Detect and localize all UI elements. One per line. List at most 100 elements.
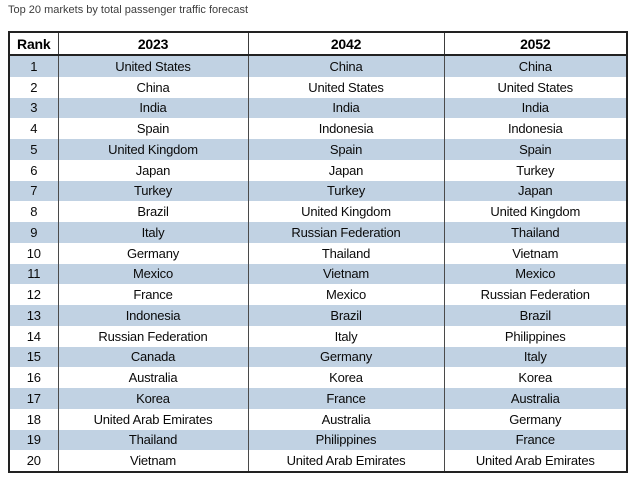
rank-cell: 14 [8, 325, 59, 347]
market-cell: Japan [247, 159, 445, 181]
market-cell: United Kingdom [443, 201, 628, 222]
market-cell: United Arab Emirates [247, 450, 445, 472]
market-cell: Indonesia [247, 118, 445, 139]
market-cell: India [247, 97, 445, 119]
rank-cell: 20 [8, 450, 59, 472]
market-cell: China [443, 55, 628, 77]
column-header-2042: 2042 [247, 32, 445, 55]
table-row: 16 Australia Korea Korea [8, 367, 628, 388]
rank-cell: 17 [8, 388, 59, 409]
market-cell: Philippines [443, 325, 628, 347]
table-row: 11 Mexico Vietnam Mexico [8, 263, 628, 285]
table-row: 18 United Arab Emirates Australia Germany [8, 408, 628, 430]
rank-cell: 8 [8, 201, 59, 222]
market-cell: United Arab Emirates [57, 408, 249, 430]
market-cell: United States [443, 76, 628, 98]
rank-cell: 4 [8, 118, 59, 139]
table-row: 13 Indonesia Brazil Brazil [8, 305, 628, 326]
market-cell: Mexico [247, 284, 445, 305]
table-row: 7 Turkey Turkey Japan [8, 180, 628, 202]
rank-cell: 2 [8, 76, 59, 98]
market-cell: Canada [57, 346, 249, 368]
market-cell: Korea [443, 367, 628, 388]
table-row: 12 France Mexico Russian Federation [8, 284, 628, 305]
market-cell: India [57, 97, 249, 119]
market-cell: Vietnam [443, 242, 628, 264]
rank-cell: 19 [8, 429, 59, 451]
market-cell: India [443, 97, 628, 119]
table-row: 6 Japan Japan Turkey [8, 159, 628, 181]
market-cell: China [247, 55, 445, 77]
market-cell: Germany [247, 346, 445, 368]
rank-cell: 11 [8, 263, 59, 285]
market-cell: Korea [57, 388, 249, 409]
table-row: 2 China United States United States [8, 76, 628, 98]
table-row: 15 Canada Germany Italy [8, 346, 628, 368]
market-cell: Vietnam [247, 263, 445, 285]
header-row: Rank 2023 2042 2052 [8, 32, 628, 55]
table-body: 1 United States China China 2 China United Sta… [8, 55, 628, 472]
market-cell: Spain [443, 139, 628, 160]
market-cell: Thailand [57, 429, 249, 451]
column-header-2023: 2023 [57, 32, 249, 55]
market-cell: Russian Federation [247, 222, 445, 243]
market-cell: United Kingdom [57, 139, 249, 160]
market-cell: China [57, 76, 249, 98]
table-row: 19 Thailand Philippines France [8, 429, 628, 451]
rank-cell: 10 [8, 242, 59, 264]
market-cell: France [443, 429, 628, 451]
market-cell: Spain [57, 118, 249, 139]
rank-cell: 12 [8, 284, 59, 305]
rank-cell: 13 [8, 305, 59, 326]
market-cell: Philippines [247, 429, 445, 451]
market-cell: Mexico [57, 263, 249, 285]
market-cell: Italy [247, 325, 445, 347]
market-cell: Indonesia [57, 305, 249, 326]
rank-cell: 18 [8, 408, 59, 430]
market-cell: Russian Federation [443, 284, 628, 305]
market-cell: Japan [443, 180, 628, 202]
rank-cell: 5 [8, 139, 59, 160]
table-row: 9 Italy Russian Federation Thailand [8, 222, 628, 243]
market-cell: Brazil [443, 305, 628, 326]
market-cell: Australia [247, 408, 445, 430]
market-cell: Thailand [443, 222, 628, 243]
market-cell: Brazil [57, 201, 249, 222]
market-cell: Turkey [443, 159, 628, 181]
rank-cell: 1 [8, 55, 59, 77]
column-header-2052: 2052 [443, 32, 628, 55]
market-cell: United Arab Emirates [443, 450, 628, 472]
market-cell: Turkey [57, 180, 249, 202]
table-title: Top 20 markets by total passenger traffi… [8, 4, 249, 16]
market-cell: Thailand [247, 242, 445, 264]
market-cell: Korea [247, 367, 445, 388]
market-cell: Spain [247, 139, 445, 160]
rank-cell: 15 [8, 346, 59, 368]
market-cell: Australia [57, 367, 249, 388]
market-cell: United States [57, 55, 249, 77]
market-cell: Russian Federation [57, 325, 249, 347]
market-cell: Germany [57, 242, 249, 264]
rank-cell: 9 [8, 222, 59, 243]
market-cell: Italy [57, 222, 249, 243]
market-cell: Mexico [443, 263, 628, 285]
traffic-forecast-table: Rank 2023 2042 2052 1 United States China C… [8, 31, 628, 473]
table-row: 4 Spain Indonesia Indonesia [8, 118, 628, 139]
table-row: 14 Russian Federation Italy Philippines [8, 325, 628, 347]
rank-cell: 6 [8, 159, 59, 181]
table-row: 17 Korea France Australia [8, 388, 628, 409]
market-cell: France [57, 284, 249, 305]
table-row: 20 Vietnam United Arab Emirates United Arab… [8, 450, 628, 472]
market-cell: Vietnam [57, 450, 249, 472]
market-cell: Germany [443, 408, 628, 430]
market-cell: Brazil [247, 305, 445, 326]
table-row: 5 United Kingdom Spain Spain [8, 139, 628, 160]
market-cell: Turkey [247, 180, 445, 202]
table-row: 8 Brazil United Kingdom United Kingdom [8, 201, 628, 222]
rank-cell: 16 [8, 367, 59, 388]
table-row: 3 India India India [8, 97, 628, 119]
rank-cell: 7 [8, 180, 59, 202]
column-header-rank: Rank [8, 32, 59, 55]
table-row: 10 Germany Thailand Vietnam [8, 242, 628, 264]
rank-cell: 3 [8, 97, 59, 119]
